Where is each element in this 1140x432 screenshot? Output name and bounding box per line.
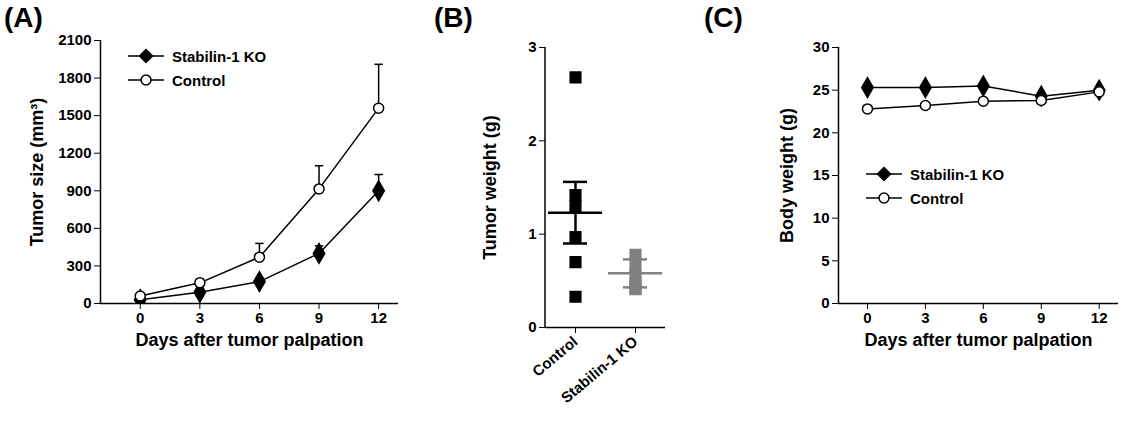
svg-text:10: 10 xyxy=(813,209,830,226)
svg-text:Days after tumor palpation: Days after tumor palpation xyxy=(135,330,363,350)
svg-text:1800: 1800 xyxy=(58,69,91,86)
svg-text:2100: 2100 xyxy=(58,31,91,48)
svg-text:9: 9 xyxy=(1037,309,1045,326)
svg-text:900: 900 xyxy=(66,182,91,199)
svg-text:0: 0 xyxy=(863,309,871,326)
svg-text:0: 0 xyxy=(821,294,829,311)
svg-text:600: 600 xyxy=(66,219,91,236)
svg-text:6: 6 xyxy=(979,309,987,326)
svg-text:Days after tumor palpation: Days after tumor palpation xyxy=(864,330,1092,350)
svg-text:15: 15 xyxy=(813,166,830,183)
svg-text:1: 1 xyxy=(528,225,536,242)
svg-text:20: 20 xyxy=(813,124,830,141)
svg-text:Body weight (g): Body weight (g) xyxy=(777,108,797,243)
svg-text:9: 9 xyxy=(315,309,323,326)
html-text:Stabilin-1 KO: Stabilin-1 KO xyxy=(910,165,1005,183)
svg-text:Tumor weight (g): Tumor weight (g) xyxy=(480,115,500,260)
html-text:Control: Control xyxy=(910,189,964,207)
svg-text:3: 3 xyxy=(528,38,536,55)
svg-text:0: 0 xyxy=(83,294,91,311)
svg-text:12: 12 xyxy=(1091,309,1108,326)
svg-text:300: 300 xyxy=(66,257,91,274)
svg-text:5: 5 xyxy=(821,252,829,269)
svg-text:1500: 1500 xyxy=(58,106,91,123)
svg-text:2: 2 xyxy=(528,132,536,149)
svg-text:Stabilin-1 KO: Stabilin-1 KO xyxy=(557,332,640,406)
svg-text:30: 30 xyxy=(813,38,830,55)
svg-text:3: 3 xyxy=(921,309,929,326)
html-text:(A): (A) xyxy=(4,2,43,33)
svg-text:0: 0 xyxy=(136,309,144,326)
svg-text:1200: 1200 xyxy=(58,144,91,161)
svg-text:Tumor size (mm³): Tumor size (mm³) xyxy=(27,98,47,247)
html-text:(B): (B) xyxy=(434,2,473,33)
svg-text:12: 12 xyxy=(370,309,387,326)
svg-text:0: 0 xyxy=(528,318,536,335)
svg-text:6: 6 xyxy=(255,309,263,326)
svg-text:25: 25 xyxy=(813,81,830,98)
html-text:Control: Control xyxy=(172,71,226,89)
html-text:(C): (C) xyxy=(704,2,743,33)
svg-text:Control: Control xyxy=(529,333,581,380)
svg-text:3: 3 xyxy=(196,309,204,326)
html-text:Stabilin-1 KO: Stabilin-1 KO xyxy=(172,47,267,65)
